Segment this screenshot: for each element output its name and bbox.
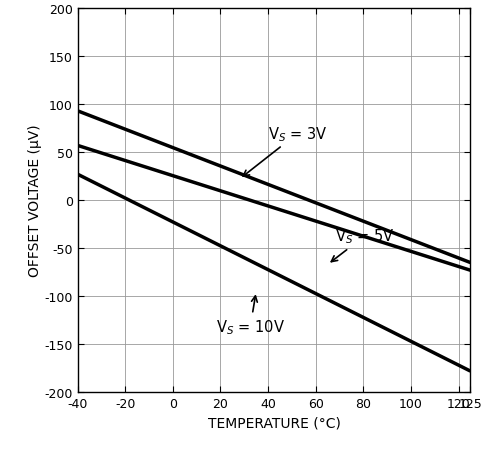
Text: V$_S$ = 3V: V$_S$ = 3V: [242, 124, 327, 177]
X-axis label: TEMPERATURE (°C): TEMPERATURE (°C): [207, 416, 340, 430]
Y-axis label: OFFSET VOLTAGE (µV): OFFSET VOLTAGE (µV): [28, 124, 42, 277]
Text: V$_S$ = 5V: V$_S$ = 5V: [331, 227, 394, 262]
Text: V$_S$ = 10V: V$_S$ = 10V: [215, 296, 284, 336]
